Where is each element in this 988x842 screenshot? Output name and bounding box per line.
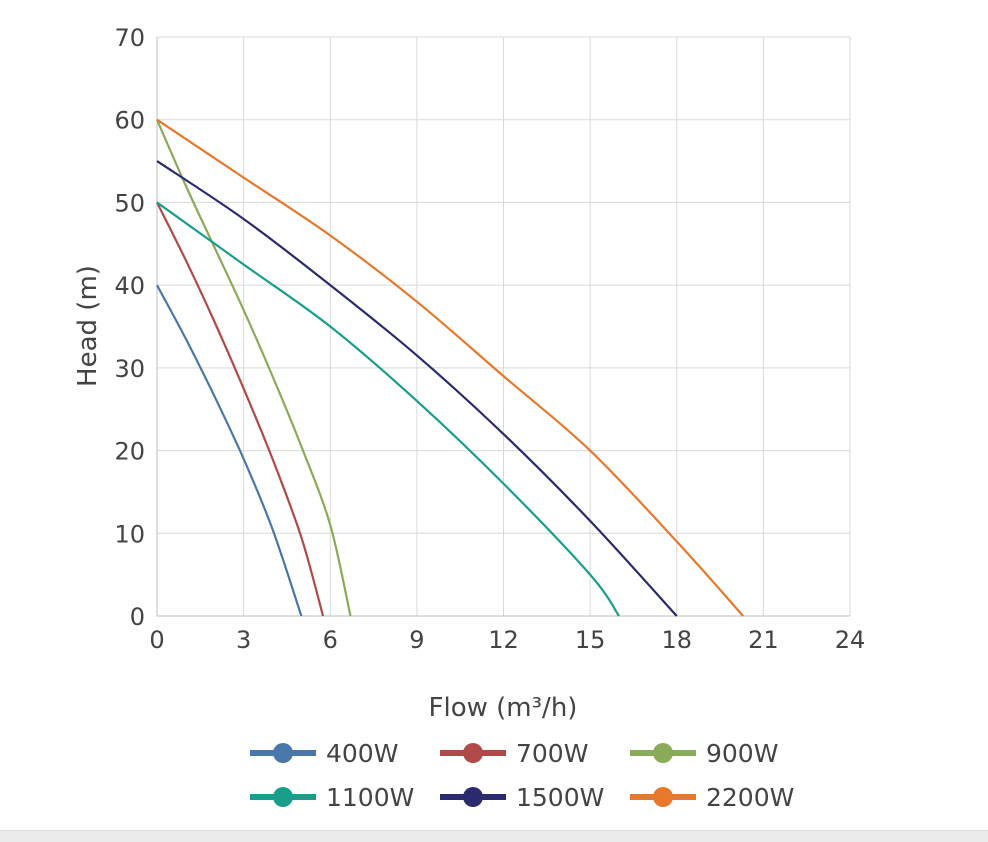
series-line-700W xyxy=(156,201,325,617)
x-tick-label: 12 xyxy=(488,626,519,654)
legend-label: 700W xyxy=(516,738,589,768)
legend-label: 1500W xyxy=(516,782,605,812)
x-tick-label: 0 xyxy=(149,626,164,654)
y-tick-label: 30 xyxy=(114,355,145,383)
x-tick-label: 18 xyxy=(661,626,692,654)
x-tick-label: 15 xyxy=(575,626,606,654)
legend-item-1500W: 1500W xyxy=(440,782,630,812)
footer-bar xyxy=(0,830,988,842)
legend-label: 1100W xyxy=(326,782,415,812)
legend-line-marker-icon xyxy=(630,782,696,812)
legend-label: 400W xyxy=(326,738,399,768)
legend-line-marker-icon xyxy=(250,782,316,812)
y-tick-label: 10 xyxy=(114,520,145,548)
y-tick-label: 50 xyxy=(114,189,145,217)
y-axis-title: Head (m) xyxy=(73,265,103,387)
series-line-1100W xyxy=(156,201,620,617)
y-tick-label: 60 xyxy=(114,107,145,135)
legend-label: 2200W xyxy=(706,782,795,812)
pump-curve-chart: 0 3 6 9 12 15 18 21 24 0 10 20 30 40 50 60 70 Flow (m³/h)… xyxy=(73,24,866,723)
x-tick-label: 21 xyxy=(748,626,779,654)
x-tick-label: 9 xyxy=(409,626,424,654)
x-tick-label: 6 xyxy=(323,626,338,654)
legend: 400W 700W 900W 1100W 1500W 2200W xyxy=(250,738,850,812)
legend-line-marker-icon xyxy=(440,738,506,768)
legend-line-marker-icon xyxy=(250,738,316,768)
series-line-1500W xyxy=(156,160,678,617)
legend-line-marker-icon xyxy=(630,738,696,768)
legend-label: 900W xyxy=(706,738,779,768)
legend-item-2200W: 2200W xyxy=(630,782,820,812)
legend-item-900W: 900W xyxy=(630,738,820,768)
legend-item-1100W: 1100W xyxy=(250,782,440,812)
x-tick-label: 24 xyxy=(835,626,866,654)
series-line-900W xyxy=(155,119,352,617)
legend-item-700W: 700W xyxy=(440,738,630,768)
series-line-400W xyxy=(156,284,303,617)
y-tick-label: 70 xyxy=(114,24,145,52)
series-line-2200W xyxy=(156,118,744,617)
legend-item-400W: 400W xyxy=(250,738,440,768)
legend-line-marker-icon xyxy=(440,782,506,812)
x-axis-title: Flow (m³/h) xyxy=(429,693,578,723)
y-tick-label: 40 xyxy=(114,272,145,300)
y-tick-label: 0 xyxy=(130,603,145,631)
y-tick-label: 20 xyxy=(114,438,145,466)
x-tick-label: 3 xyxy=(236,626,251,654)
